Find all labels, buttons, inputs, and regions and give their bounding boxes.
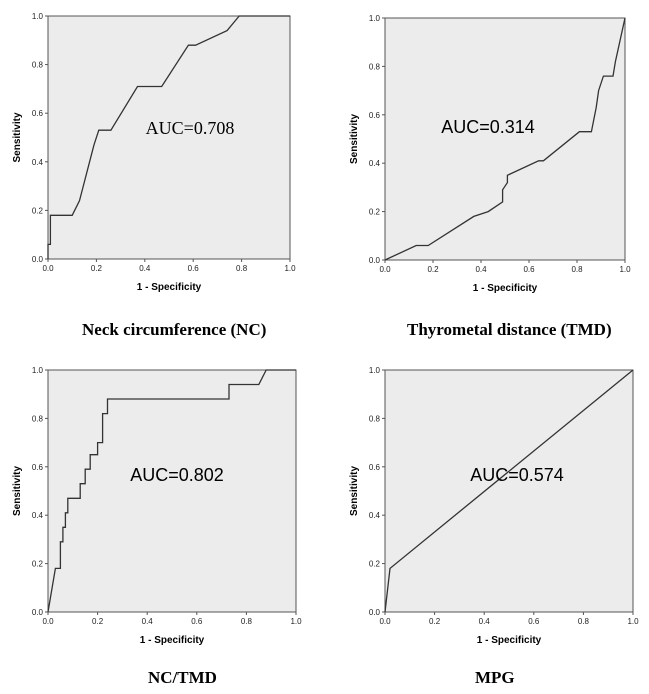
- y-tick-label-2-5: 1.0: [32, 366, 44, 375]
- x-tick-label-1-0: 0.0: [379, 265, 391, 274]
- caption-nc-tmd: NC/TMD: [148, 668, 217, 687]
- auc-annotation-3: AUC=0.574: [470, 465, 564, 485]
- y-tick-label-3-2: 0.4: [369, 511, 381, 520]
- x-tick-label-2-0: 0.0: [42, 617, 54, 626]
- x-tick-label-2-1: 0.2: [92, 617, 104, 626]
- x-tick-label-3-1: 0.2: [429, 617, 441, 626]
- x-tick-label-1-3: 0.6: [523, 265, 535, 274]
- y-tick-label-0-2: 0.4: [32, 158, 44, 167]
- x-tick-label-2-4: 0.8: [241, 617, 253, 626]
- x-tick-label-2-2: 0.4: [142, 617, 154, 626]
- x-tick-label-0-4: 0.8: [236, 264, 248, 273]
- roc-curve-0: [47, 15, 290, 259]
- y-tick-label-1-5: 1.0: [369, 14, 381, 23]
- y-tick-label-0-1: 0.2: [32, 206, 44, 215]
- y-tick-label-2-3: 0.6: [32, 463, 44, 472]
- y-tick-label-0-0: 0.0: [32, 255, 44, 264]
- caption-nc: Neck circumference (NC): [82, 320, 267, 339]
- plot-area-2: [47, 369, 297, 613]
- plot-area-1: [384, 17, 626, 261]
- x-tick-label-1-4: 0.8: [571, 265, 583, 274]
- x-tick-label-3-5: 1.0: [627, 617, 639, 626]
- x-tick-label-3-3: 0.6: [528, 617, 540, 626]
- roc-curve-2: [47, 369, 296, 613]
- y-tick-label-0-5: 1.0: [32, 12, 44, 21]
- x-tick-label-3-0: 0.0: [379, 617, 391, 626]
- x-tick-label-1-5: 1.0: [619, 265, 631, 274]
- y-tick-label-1-1: 0.2: [369, 208, 381, 217]
- x-tick-label-0-0: 0.0: [42, 264, 54, 273]
- y-tick-label-1-2: 0.4: [369, 159, 381, 168]
- x-tick-label-0-1: 0.2: [91, 264, 103, 273]
- auc-annotation-2: AUC=0.802: [130, 465, 224, 485]
- auc-annotation-0: AUC=0.708: [146, 118, 235, 138]
- x-tick-label-2-5: 1.0: [290, 617, 302, 626]
- x-axis-label-2: 1 - Specificity: [140, 635, 205, 646]
- y-tick-label-2-1: 0.2: [32, 560, 44, 569]
- y-axis-label-3: Sensitivity: [349, 466, 360, 516]
- x-tick-label-1-1: 0.2: [427, 265, 439, 274]
- x-axis-label-3: 1 - Specificity: [477, 635, 542, 646]
- y-axis-label-2: Sensitivity: [12, 466, 23, 516]
- x-tick-label-0-3: 0.6: [188, 264, 200, 273]
- y-tick-label-1-0: 0.0: [369, 256, 381, 265]
- y-tick-label-3-5: 1.0: [369, 366, 381, 375]
- y-tick-label-3-3: 0.6: [369, 463, 381, 472]
- x-tick-label-2-3: 0.6: [191, 617, 203, 626]
- x-tick-label-3-4: 0.8: [578, 617, 590, 626]
- y-tick-label-3-1: 0.2: [369, 560, 381, 569]
- y-tick-label-1-4: 0.8: [369, 62, 381, 71]
- y-tick-label-0-3: 0.6: [32, 109, 44, 118]
- roc-curve-3: [384, 369, 634, 613]
- x-tick-label-3-2: 0.4: [479, 617, 491, 626]
- y-tick-label-2-4: 0.8: [32, 414, 44, 423]
- caption-tmd: Thyrometal distance (TMD): [407, 320, 612, 339]
- y-tick-label-2-0: 0.0: [32, 608, 44, 617]
- y-axis-label-0: Sensitivity: [12, 112, 23, 162]
- x-axis-label-1: 1 - Specificity: [473, 283, 538, 294]
- plot-area-0: [47, 15, 291, 260]
- roc-curve-1: [384, 17, 626, 261]
- y-axis-label-1: Sensitivity: [349, 114, 360, 164]
- x-tick-label-0-5: 1.0: [284, 264, 296, 273]
- y-tick-label-3-0: 0.0: [369, 608, 381, 617]
- plot-area-3: [384, 369, 634, 613]
- y-tick-label-1-3: 0.6: [369, 111, 381, 120]
- x-tick-label-1-2: 0.4: [475, 265, 487, 274]
- x-tick-label-0-2: 0.4: [139, 264, 151, 273]
- y-tick-label-2-2: 0.4: [32, 511, 44, 520]
- auc-annotation-1: AUC=0.314: [441, 117, 535, 137]
- caption-mpg: MPG: [475, 668, 515, 687]
- y-tick-label-0-4: 0.8: [32, 61, 44, 70]
- x-axis-label-0: 1 - Specificity: [137, 282, 202, 293]
- y-tick-label-3-4: 0.8: [369, 414, 381, 423]
